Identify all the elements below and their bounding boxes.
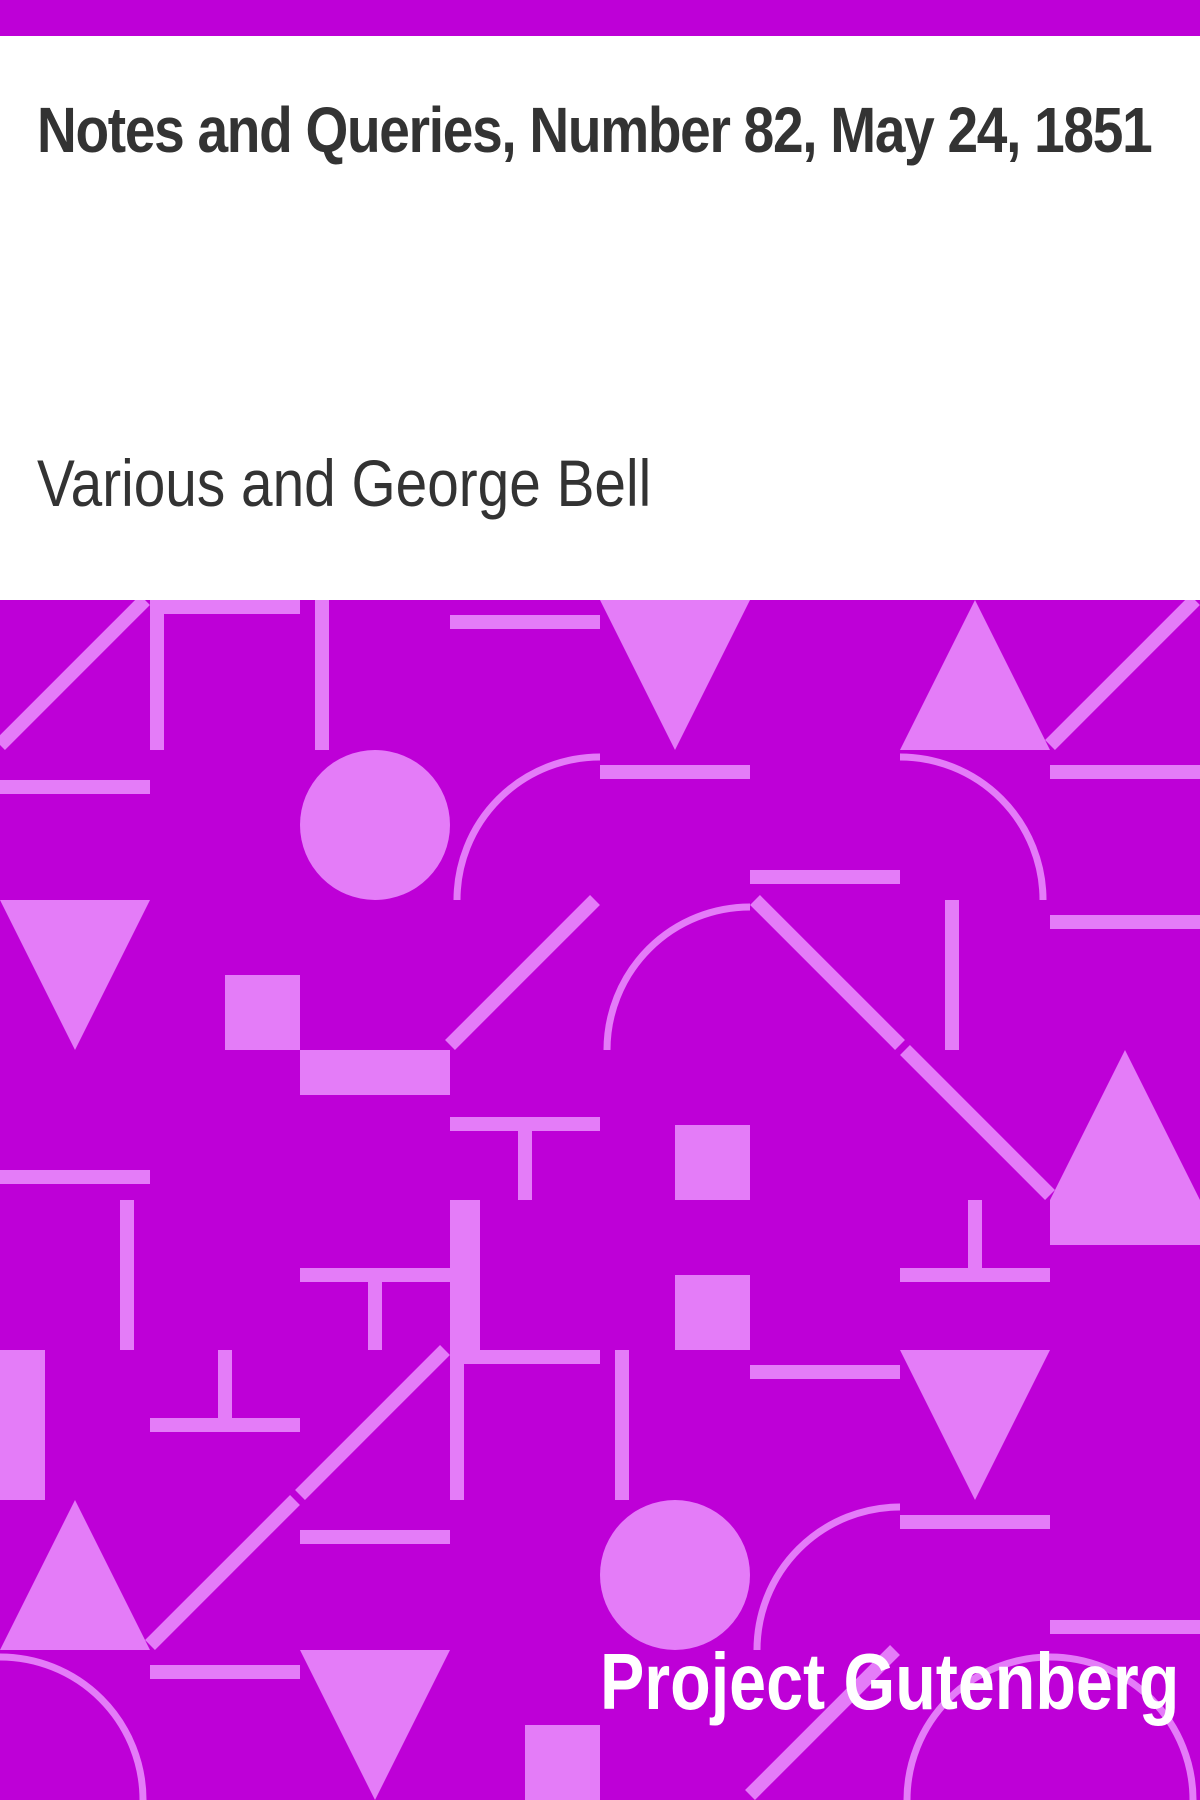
vertical-bar [615, 1350, 629, 1500]
horizontal-bar [450, 1350, 600, 1364]
pattern-shapes [0, 600, 1200, 1800]
vertical-bar [968, 1200, 982, 1275]
up-triangle [0, 1500, 150, 1650]
horizontal-bar [0, 780, 150, 794]
diagonal-bar [1045, 600, 1200, 750]
quarter-arc [453, 753, 601, 901]
quarter-arc [603, 903, 751, 1051]
horizontal-bar [750, 870, 900, 884]
horizontal-bar [1050, 915, 1200, 929]
vertical-bar [518, 1125, 532, 1200]
diagonal-bar [445, 895, 600, 1050]
vertical-bar [120, 1200, 134, 1350]
vertical-bar [368, 1275, 382, 1350]
up-triangle [900, 600, 1050, 750]
square [225, 975, 300, 1050]
diagonal-bar [745, 1645, 900, 1800]
horizontal-bar [0, 1170, 150, 1184]
horizontal-bar [300, 1530, 450, 1544]
square-block [1050, 1200, 1200, 1245]
vertical-bar [450, 1200, 480, 1350]
diagonal-bar [295, 1345, 450, 1500]
square [675, 1275, 750, 1350]
book-title: Notes and Queries, Number 82, May 24, 18… [37, 94, 1153, 166]
diagonal-bar [900, 1045, 1055, 1200]
horizontal-bar [1050, 1620, 1200, 1634]
horizontal-bar [300, 1050, 450, 1095]
vertical-bar [150, 612, 164, 750]
horizontal-bar [150, 1665, 300, 1679]
horizontal-bar [1050, 765, 1200, 779]
horizontal-bar [150, 600, 300, 614]
square [675, 1125, 750, 1200]
quarter-arc [0, 1653, 147, 1800]
horizontal-bar [600, 765, 750, 779]
down-triangle [0, 900, 150, 1050]
diagonal-bar [750, 895, 905, 1050]
top-color-band [0, 0, 1200, 36]
horizontal-bar [450, 615, 600, 629]
diagonal-bar [145, 1495, 300, 1650]
book-author: Various and George Bell [37, 446, 652, 520]
vertical-bar [218, 1350, 232, 1425]
quarter-arc [753, 1503, 901, 1651]
up-triangle [1050, 1050, 1200, 1200]
publisher-name: Project Gutenberg [600, 1637, 1180, 1726]
circle [300, 750, 450, 900]
horizontal-bar [450, 1117, 600, 1131]
vertical-bar [450, 1350, 464, 1500]
down-triangle [900, 1350, 1050, 1500]
horizontal-bar [900, 1515, 1050, 1529]
vertical-bar [945, 900, 959, 1050]
circle [600, 1500, 750, 1650]
down-triangle [600, 600, 750, 750]
geometric-pattern [0, 600, 1200, 1800]
vertical-bar [0, 1350, 45, 1500]
vertical-bar [315, 600, 329, 750]
square [525, 1725, 600, 1800]
horizontal-bar [150, 1418, 300, 1432]
horizontal-bar [750, 1365, 900, 1379]
quarter-arc [899, 753, 1047, 901]
quarter-arc [1049, 1653, 1197, 1800]
quarter-arc [903, 1653, 1051, 1800]
diagonal-bar [0, 600, 150, 750]
down-triangle [300, 1650, 450, 1800]
